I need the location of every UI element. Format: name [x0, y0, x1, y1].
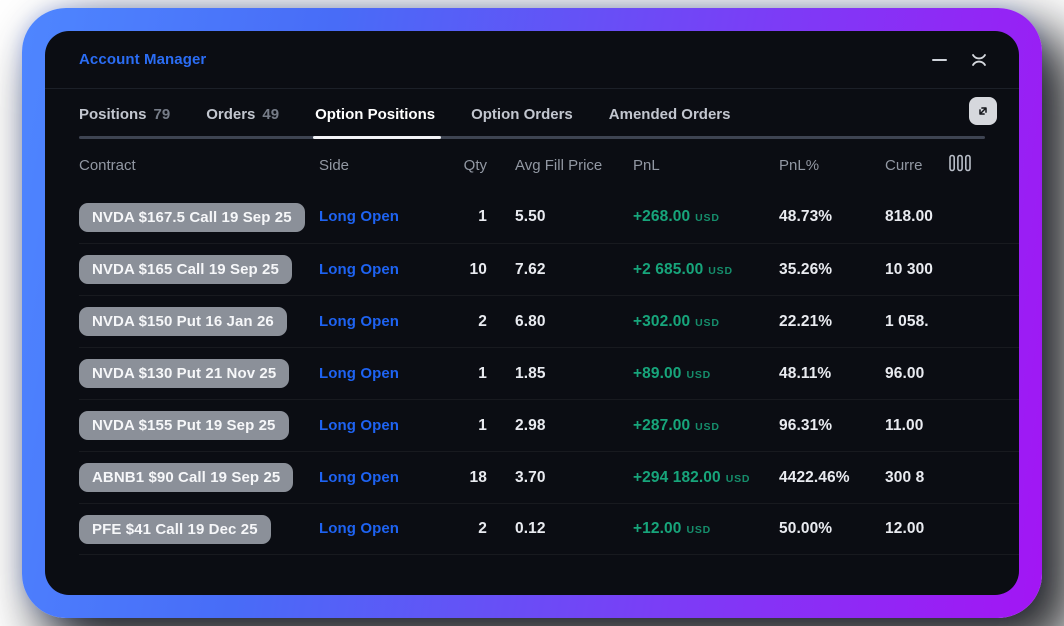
contract-pill[interactable]: NVDA $150 Put 16 Jan 26 — [79, 307, 287, 336]
side-link[interactable]: Long Open — [319, 364, 400, 382]
table-row[interactable]: NVDA $167.5 Call 19 Sep 25 Long Open 1 5… — [79, 191, 1019, 243]
pnl-pct-value: 48.11% — [779, 364, 832, 382]
pnl-value: +89.00 USD — [633, 364, 712, 382]
positions-table: Contract Side Qty Avg Fill Price PnL PnL… — [45, 139, 1019, 555]
minimize-icon — [932, 58, 947, 61]
current-value: 96.00 — [885, 364, 925, 382]
account-manager-panel: Account Manager Positions — [45, 31, 1019, 595]
side-link[interactable]: Long Open — [319, 416, 400, 434]
pnl-pct-value: 35.26% — [779, 260, 833, 278]
minimize-button[interactable] — [932, 58, 947, 61]
contract-pill[interactable]: NVDA $130 Put 21 Nov 25 — [79, 359, 290, 388]
avg-fill-price-value: 6.80 — [515, 312, 546, 330]
tab-option-orders[interactable]: Option Orders — [471, 105, 573, 123]
qty-value: 2 — [478, 520, 487, 537]
pnl-value: +294 182.00 USD — [633, 468, 751, 486]
current-value: 300 8 — [885, 468, 925, 486]
col-avg-fill-price[interactable]: Avg Fill Price — [515, 156, 603, 174]
col-contract[interactable]: Contract — [79, 156, 136, 174]
pnl-value: +302.00 USD — [633, 312, 720, 330]
side-link[interactable]: Long Open — [319, 520, 400, 537]
current-value: 1 058. — [885, 312, 929, 330]
side-link[interactable]: Long Open — [319, 468, 400, 486]
col-pnl-pct[interactable]: PnL% — [779, 156, 820, 174]
qty-value: 1 — [478, 416, 487, 434]
table-header: Contract Side Qty Avg Fill Price PnL PnL… — [79, 139, 1019, 191]
pnl-pct-value: 96.31% — [779, 416, 833, 434]
qty-value: 2 — [478, 312, 487, 330]
table-body: NVDA $167.5 Call 19 Sep 25 Long Open 1 5… — [79, 191, 1019, 555]
pnl-value: +2 685.00 USD — [633, 260, 733, 278]
pnl-currency: USD — [686, 368, 712, 381]
current-value: 11.00 — [885, 416, 924, 434]
col-side[interactable]: Side — [319, 156, 350, 174]
pnl-currency: USD — [686, 524, 712, 536]
pnl-value: +287.00 USD — [633, 416, 720, 434]
pnl-value: +12.00 USD — [633, 520, 712, 537]
col-current[interactable]: Curre — [885, 156, 923, 174]
avg-fill-price-value: 2.98 — [515, 416, 546, 434]
collapse-icon — [972, 53, 986, 66]
expand-button[interactable] — [969, 97, 997, 125]
contract-pill[interactable]: NVDA $165 Call 19 Sep 25 — [79, 255, 292, 284]
col-qty[interactable]: Qty — [463, 156, 487, 174]
avg-fill-price-value: 1.85 — [515, 364, 546, 382]
pnl-currency: USD — [695, 316, 720, 329]
col-pnl[interactable]: PnL — [633, 156, 660, 174]
side-link[interactable]: Long Open — [319, 312, 400, 330]
avg-fill-price-value: 7.62 — [515, 260, 546, 278]
page-title: Account Manager — [79, 51, 207, 68]
table-row[interactable]: NVDA $150 Put 16 Jan 26 Long Open 2 6.80… — [79, 295, 1019, 347]
avg-fill-price-value: 3.70 — [515, 468, 546, 486]
contract-pill[interactable]: NVDA $167.5 Call 19 Sep 25 — [79, 202, 305, 232]
current-value: 12.00 — [885, 520, 925, 537]
qty-value: 1 — [478, 208, 487, 225]
table-row[interactable]: NVDA $155 Put 19 Sep 25 Long Open 1 2.98… — [79, 399, 1019, 451]
qty-value: 10 — [469, 260, 487, 278]
pnl-currency: USD — [695, 420, 720, 433]
avg-fill-price-value: 0.12 — [515, 520, 546, 537]
avg-fill-price-value: 5.50 — [515, 208, 546, 225]
table-row[interactable]: PFE $41 Call 19 Dec 25 Long Open 2 0.12 … — [79, 503, 1019, 555]
side-link[interactable]: Long Open — [319, 208, 400, 225]
table-row[interactable]: ABNB1 $90 Call 19 Sep 25 Long Open 18 3.… — [79, 451, 1019, 503]
column-settings-icon — [949, 154, 971, 172]
contract-pill[interactable]: NVDA $155 Put 19 Sep 25 — [79, 411, 289, 440]
pnl-currency: USD — [695, 212, 720, 224]
collapse-button[interactable] — [969, 50, 989, 70]
side-link[interactable]: Long Open — [319, 260, 400, 278]
expand-diagonal-icon — [979, 107, 987, 115]
current-value: 818.00 — [885, 208, 934, 225]
column-settings-button[interactable] — [949, 154, 971, 176]
table-row[interactable]: NVDA $165 Call 19 Sep 25 Long Open 10 7.… — [79, 243, 1019, 295]
tab-orders-count: 49 — [262, 105, 280, 123]
pnl-pct-value: 4422.46% — [779, 468, 850, 486]
tab-positions[interactable]: Positions 79 — [79, 105, 171, 123]
pnl-currency: USD — [708, 264, 733, 277]
pnl-pct-value: 50.00% — [779, 520, 833, 537]
tab-option-positions[interactable]: Option Positions — [313, 89, 442, 139]
pnl-value: +268.00 USD — [633, 208, 720, 225]
table-row[interactable]: NVDA $130 Put 21 Nov 25 Long Open 1 1.85… — [79, 347, 1019, 399]
contract-pill[interactable]: PFE $41 Call 19 Dec 25 — [79, 514, 271, 544]
pnl-currency: USD — [725, 472, 751, 485]
qty-value: 1 — [478, 364, 487, 382]
pnl-pct-value: 48.73% — [779, 208, 833, 225]
titlebar: Account Manager — [45, 31, 1019, 89]
tab-amended-orders[interactable]: Amended Orders — [608, 105, 731, 123]
window-controls — [932, 50, 989, 70]
current-value: 10 300 — [885, 260, 934, 278]
contract-pill[interactable]: ABNB1 $90 Call 19 Sep 25 — [79, 463, 294, 492]
device-frame: Account Manager Positions — [22, 8, 1042, 618]
pnl-pct-value: 22.21% — [779, 312, 833, 330]
tab-bar: Positions 79 Orders 49 Option Positions … — [79, 89, 985, 139]
tab-orders[interactable]: Orders 49 — [206, 105, 280, 123]
tab-positions-count: 79 — [153, 105, 171, 123]
qty-value: 18 — [469, 468, 487, 486]
